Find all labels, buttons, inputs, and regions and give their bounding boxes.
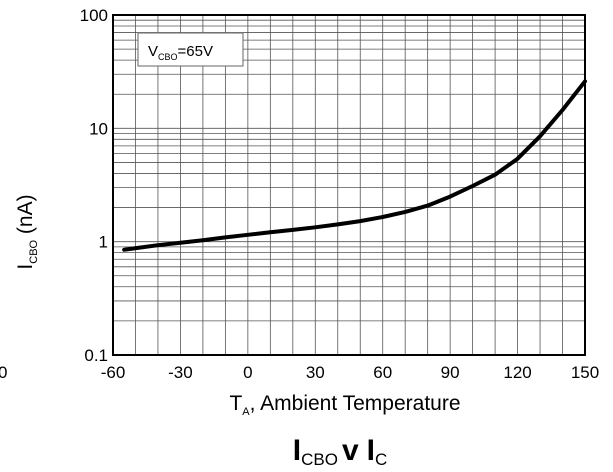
x-axis-label: TA, Ambient Temperature [229,392,460,418]
stray-label: 0 [0,363,7,382]
y-tick-label: 10 [89,119,108,138]
x-tick-labels: -60 -30 0 30 60 90 120 150 [101,363,599,382]
annotation-text: VCBO=65V [148,43,213,62]
y-tick-label: 0.1 [84,346,108,365]
series-line [122,79,587,252]
y-tick-labels: 0.1 1 10 100 [80,6,108,365]
series [122,79,587,252]
x-tick-label: 0 [243,363,252,382]
x-tick-label: 90 [441,363,460,382]
chart-title: ICBO v IC [293,434,388,469]
x-tick-label: -60 [101,363,126,382]
y-tick-label: 1 [99,233,108,252]
annotation: VCBO=65V [137,32,244,67]
y-tick-label: 100 [80,6,108,25]
annotation-box [137,32,244,67]
x-tick-label: 60 [373,363,392,382]
x-tick-label: 30 [306,363,325,382]
plot-frame [112,14,586,356]
x-tick-label: -30 [168,363,193,382]
x-tick-label: 120 [503,363,531,382]
y-axis-label: ICBO (nA) [14,194,40,269]
x-tick-label: 150 [571,363,599,382]
